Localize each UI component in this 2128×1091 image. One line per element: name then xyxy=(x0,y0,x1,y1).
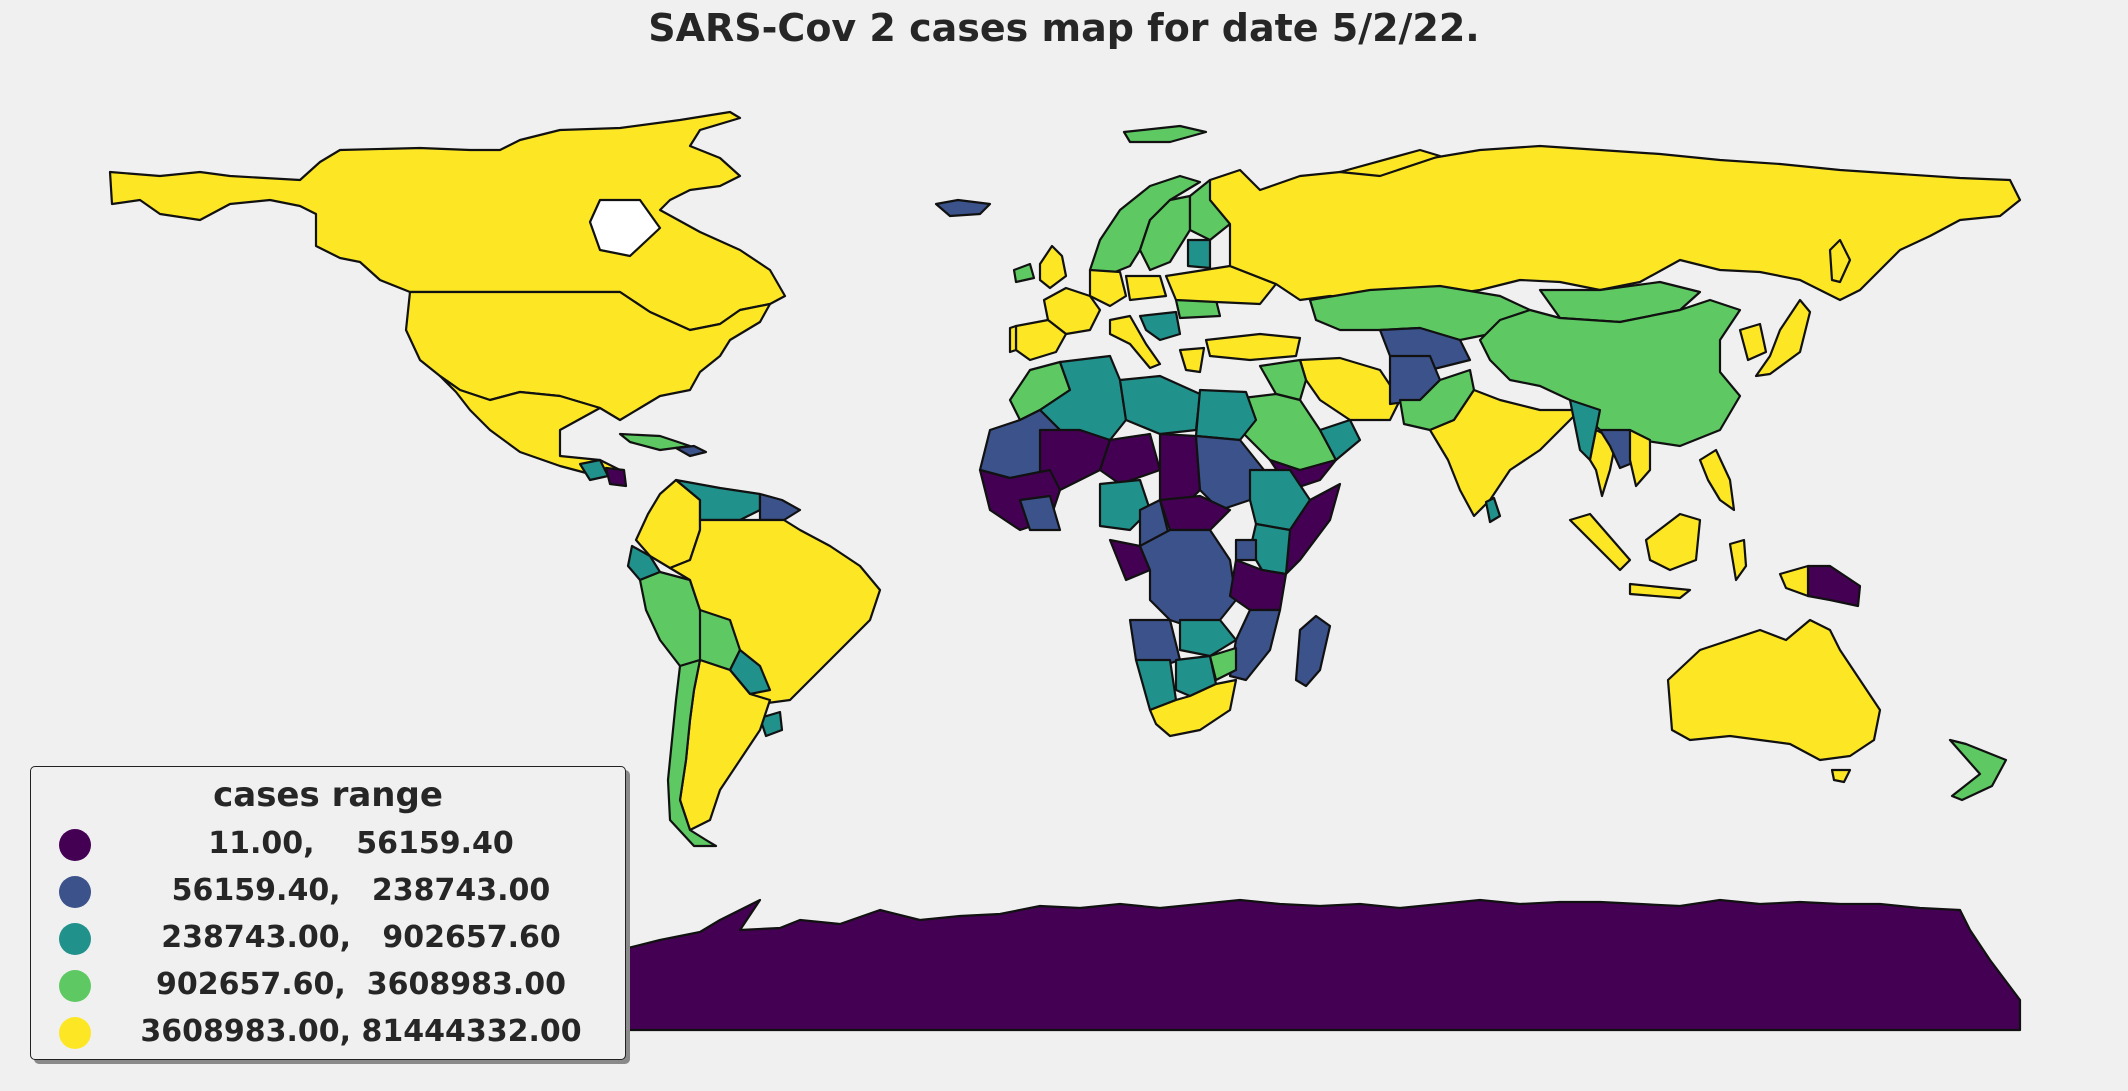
country-haiti xyxy=(674,444,708,458)
country-australia xyxy=(1666,618,1882,762)
country-new-guinea-west xyxy=(1778,564,1810,598)
country-norway xyxy=(1088,174,1202,276)
legend-swatch xyxy=(59,1017,91,1049)
country-germany xyxy=(1088,268,1128,308)
country-papua-new-guinea xyxy=(1806,564,1862,608)
legend-item: 56159.40, 238743.00 xyxy=(31,870,625,914)
country-libya xyxy=(1118,374,1202,436)
country-baltics xyxy=(1186,238,1212,270)
country-canada xyxy=(108,110,787,332)
country-oman xyxy=(1318,418,1362,462)
country-ireland xyxy=(1012,262,1036,284)
legend-item: 11.00, 56159.40 xyxy=(31,823,625,867)
country-new-zealand xyxy=(1948,738,2008,802)
country-novaya-zemlya xyxy=(1338,148,1442,178)
legend-label: 56159.40, 238743.00 xyxy=(171,873,551,908)
legend-item: 3608983.00, 81444332.00 xyxy=(31,1011,625,1055)
country-sri-lanka xyxy=(1484,496,1502,524)
country-tasmania xyxy=(1830,768,1852,784)
legend-swatch xyxy=(59,876,91,908)
country-uruguay xyxy=(758,710,784,738)
country-united-kingdom xyxy=(1038,244,1068,290)
country-chile xyxy=(666,658,718,848)
country-greece xyxy=(1178,346,1206,374)
country-java xyxy=(1628,582,1692,600)
country-niger xyxy=(1098,432,1162,486)
country-venezuela xyxy=(674,478,762,522)
country-uganda xyxy=(1234,538,1258,562)
legend-swatch xyxy=(59,829,91,861)
country-honduras xyxy=(604,466,628,488)
legend-swatch xyxy=(59,970,91,1002)
country-russia xyxy=(1208,144,2022,304)
country-korea xyxy=(1738,322,1768,362)
country-mozambique xyxy=(1228,608,1282,682)
country-indonesia-sumatra xyxy=(1568,512,1632,572)
country-egypt xyxy=(1194,388,1258,442)
map-title: SARS-Cov 2 cases map for date 5/2/22. xyxy=(648,6,1480,50)
legend-title: cases range xyxy=(213,775,443,815)
legend-item: 902657.60, 3608983.00 xyxy=(31,964,625,1008)
country-india xyxy=(1428,388,1582,518)
legend-label: 3608983.00, 81444332.00 xyxy=(140,1014,582,1049)
country-iran xyxy=(1298,356,1402,422)
legend-label: 238743.00, 902657.60 xyxy=(161,920,561,955)
country-antarctica xyxy=(618,898,2022,1032)
country-svalbard xyxy=(1122,124,1208,144)
country-china xyxy=(1478,298,1742,448)
country-greenland xyxy=(588,198,662,258)
country-south-africa xyxy=(1148,678,1238,738)
country-borneo xyxy=(1644,512,1702,572)
country-iceland xyxy=(934,198,992,218)
country-brazil xyxy=(668,518,882,706)
country-sakhalin xyxy=(1828,238,1852,284)
legend-label: 11.00, 56159.40 xyxy=(208,826,514,861)
country-zambia xyxy=(1178,618,1238,658)
country-poland xyxy=(1124,274,1168,302)
legend: cases range 11.00, 56159.40 56159.40, 23… xyxy=(30,766,626,1060)
country-portugal xyxy=(1008,324,1018,354)
country-dr-congo xyxy=(1138,528,1238,632)
legend-item: 238743.00, 902657.60 xyxy=(31,917,625,961)
legend-swatch xyxy=(59,923,91,955)
country-zimbabwe xyxy=(1208,646,1238,682)
country-japan xyxy=(1754,298,1812,378)
country-iraq xyxy=(1258,358,1308,402)
country-madagascar xyxy=(1294,614,1332,688)
country-balkans xyxy=(1138,310,1182,342)
country-vietnam xyxy=(1628,428,1652,488)
country-sulawesi xyxy=(1728,538,1748,582)
country-coastal-west xyxy=(1018,494,1062,532)
country-philippines xyxy=(1698,448,1736,512)
legend-label: 902657.60, 3608983.00 xyxy=(156,967,566,1002)
country-central-african-republic xyxy=(1158,494,1232,532)
country-turkey xyxy=(1204,332,1302,362)
country-guyana xyxy=(758,492,802,522)
country-italy xyxy=(1108,314,1162,370)
